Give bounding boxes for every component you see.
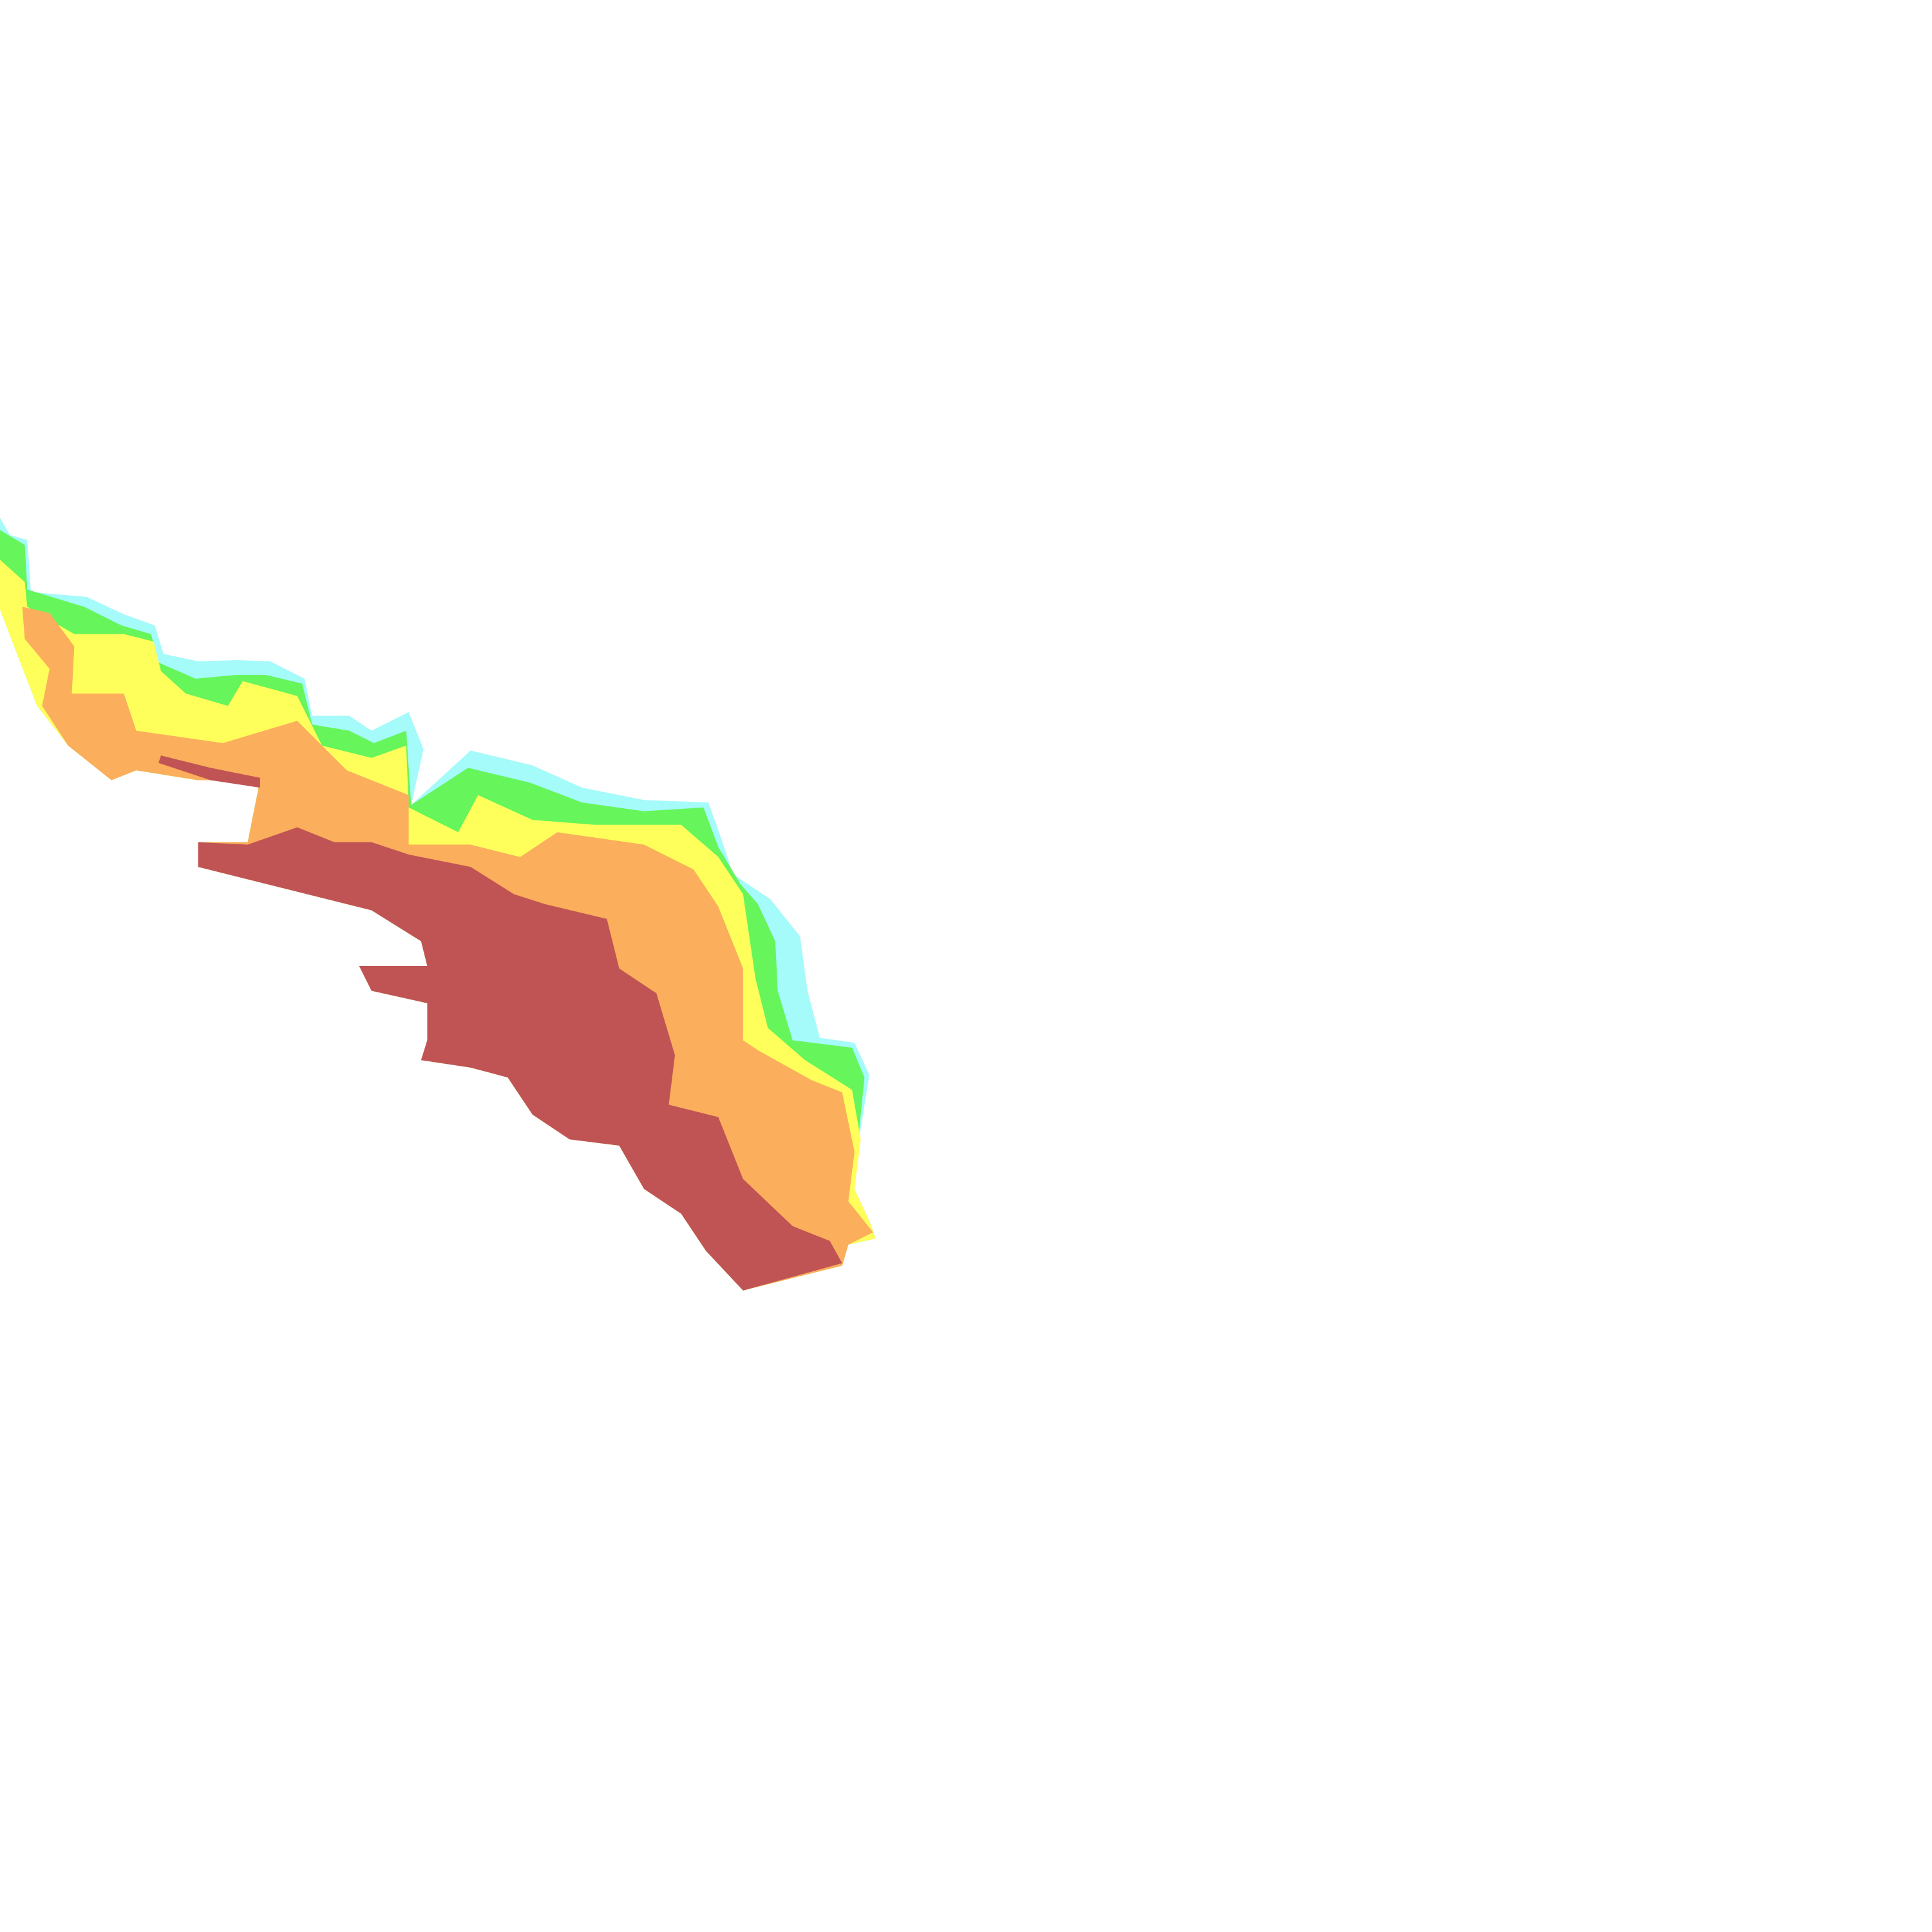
zone-red bbox=[198, 827, 842, 1291]
zone-red-strip bbox=[158, 755, 260, 788]
